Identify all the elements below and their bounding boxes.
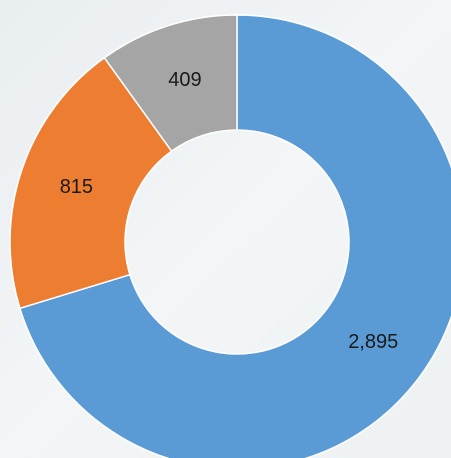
donut-segment	[103, 14, 238, 153]
donut-segment	[18, 14, 451, 458]
data-labels: 2,895 815 409	[60, 69, 399, 353]
data-label: 2,895	[348, 331, 398, 353]
data-label: 815	[60, 176, 93, 198]
donut-segment	[9, 56, 173, 310]
donut	[9, 14, 451, 458]
data-label: 409	[168, 69, 201, 91]
